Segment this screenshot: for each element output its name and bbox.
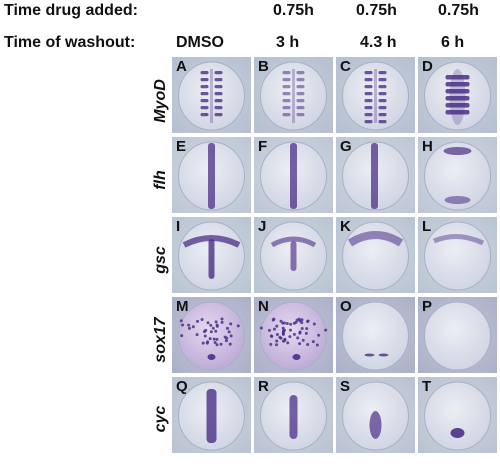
embryo-image-t — [418, 377, 497, 453]
embryo-image-o — [336, 297, 415, 373]
embryo-panel-s: S — [336, 377, 415, 453]
embryo-image-r — [254, 377, 333, 453]
embryo-panel-p: P — [418, 297, 497, 373]
embryo-panel-h: H — [418, 137, 497, 213]
panel-letter-l: L — [422, 218, 432, 235]
embryo-image-l — [418, 217, 497, 293]
embryo-panel-r: R — [254, 377, 333, 453]
washout-col-4: 6 h — [441, 34, 465, 51]
embryo-panel-d: D — [418, 57, 497, 133]
time-drug-added-label: Time drug added: — [4, 2, 138, 19]
embryo-image-g — [336, 137, 415, 213]
panel-letter-p: P — [422, 298, 433, 315]
panel-letter-o: O — [340, 298, 352, 315]
gene-label-gsc: gsc — [152, 246, 169, 274]
embryo-image-j — [254, 217, 333, 293]
embryo-panel-m: M — [172, 297, 251, 373]
gene-label-flh: flh — [152, 170, 169, 190]
embryo-image-d — [418, 57, 497, 133]
embryo-panel-b: B — [254, 57, 333, 133]
panel-letter-c: C — [340, 58, 351, 75]
embryo-image-h — [418, 137, 497, 213]
washout-col-1: DMSO — [176, 34, 224, 51]
embryo-panel-n: N — [254, 297, 333, 373]
panel-letter-b: B — [258, 58, 269, 75]
embryo-panel-g: G — [336, 137, 415, 213]
gene-label-sox17: sox17 — [152, 317, 169, 363]
embryo-panel-f: F — [254, 137, 333, 213]
embryo-image-p — [418, 297, 497, 373]
panel-letter-j: J — [258, 218, 267, 235]
embryo-panel-o: O — [336, 297, 415, 373]
drug-time-col-4: 0.75h — [438, 2, 479, 19]
embryo-image-b — [254, 57, 333, 133]
embryo-panel-e: E — [172, 137, 251, 213]
time-of-washout-label: Time of washout: — [4, 34, 136, 51]
embryo-image-m — [172, 297, 251, 373]
panel-letter-k: K — [340, 218, 351, 235]
drug-time-col-2: 0.75h — [273, 2, 314, 19]
embryo-panel-k: K — [336, 217, 415, 293]
drug-time-col-3: 0.75h — [356, 2, 397, 19]
panel-letter-n: N — [258, 298, 269, 315]
embryo-panel-c: C — [336, 57, 415, 133]
washout-col-2: 3 h — [276, 34, 300, 51]
panel-letter-i: I — [176, 218, 181, 235]
embryo-panel-l: L — [418, 217, 497, 293]
panel-letter-d: D — [422, 58, 433, 75]
embryo-panel-i: I — [172, 217, 251, 293]
panel-letter-m: M — [176, 298, 189, 315]
embryo-image-f — [254, 137, 333, 213]
embryo-image-s — [336, 377, 415, 453]
gene-label-cyc: cyc — [152, 405, 169, 433]
embryo-image-q — [172, 377, 251, 453]
washout-col-3: 4.3 h — [360, 34, 397, 51]
panel-letter-a: A — [176, 58, 187, 75]
embryo-image-e — [172, 137, 251, 213]
embryo-panel-j: J — [254, 217, 333, 293]
embryo-image-c — [336, 57, 415, 133]
panel-letter-h: H — [422, 138, 433, 155]
gene-label-myod: MyoD — [152, 79, 169, 123]
panel-letter-t: T — [422, 378, 432, 395]
panel-letter-q: Q — [176, 378, 188, 395]
panel-letter-r: R — [258, 378, 269, 395]
panel-letter-f: F — [258, 138, 268, 155]
embryo-image-k — [336, 217, 415, 293]
embryo-image-a — [172, 57, 251, 133]
panel-letter-s: S — [340, 378, 351, 395]
panel-letter-e: E — [176, 138, 187, 155]
embryo-panel-a: A — [172, 57, 251, 133]
embryo-panel-q: Q — [172, 377, 251, 453]
embryo-image-n — [254, 297, 333, 373]
embryo-panel-t: T — [418, 377, 497, 453]
panel-letter-g: G — [340, 138, 352, 155]
embryo-image-i — [172, 217, 251, 293]
